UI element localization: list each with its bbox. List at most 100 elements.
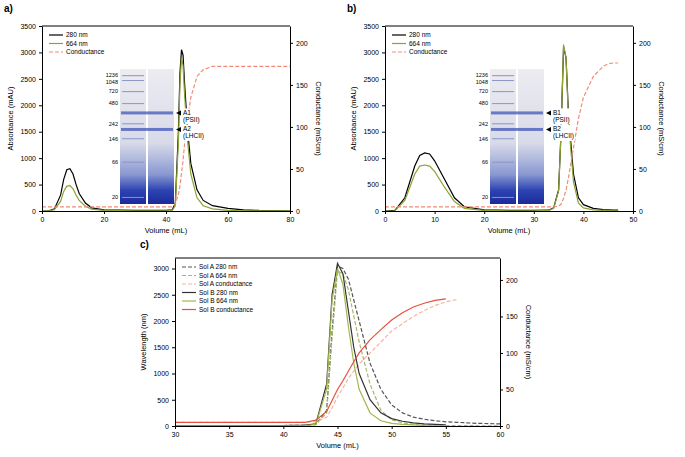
plot-lines bbox=[175, 263, 500, 425]
series-line bbox=[175, 271, 500, 426]
tick-label: 40 bbox=[580, 216, 588, 223]
gel-lane bbox=[518, 69, 544, 204]
tick-mark bbox=[229, 426, 230, 429]
tick: 500 bbox=[157, 396, 175, 403]
tick-label: 50 bbox=[388, 431, 396, 438]
tick: 50 bbox=[500, 386, 514, 393]
tick-label: 100 bbox=[639, 124, 651, 131]
gel-band bbox=[121, 128, 173, 131]
tick-mark bbox=[500, 389, 503, 390]
tick-label: 35 bbox=[226, 431, 234, 438]
tick-mark bbox=[39, 79, 42, 80]
tick-mark bbox=[484, 211, 485, 214]
tick: 1000 bbox=[363, 155, 385, 162]
legend-label: Sol B conductance bbox=[199, 306, 254, 313]
ladder-band bbox=[122, 91, 144, 92]
axis-line bbox=[386, 211, 634, 212]
plot-frame bbox=[175, 258, 500, 259]
tick-mark bbox=[172, 295, 175, 296]
tick-mark bbox=[172, 374, 175, 375]
tick-label: 2000 bbox=[363, 102, 379, 109]
legend-swatch bbox=[392, 43, 406, 44]
legend-label: Sol B 664 nm bbox=[199, 297, 238, 304]
axis-line bbox=[290, 27, 291, 212]
ladder-label: 66 bbox=[112, 159, 118, 165]
tick-mark bbox=[283, 426, 284, 429]
tick-mark bbox=[338, 426, 339, 429]
tick-label: 1500 bbox=[363, 128, 379, 135]
legend-label: 664 nm bbox=[66, 40, 88, 47]
tick-mark bbox=[633, 43, 636, 44]
tick-label: 2500 bbox=[20, 76, 36, 83]
tick: 100 bbox=[633, 124, 651, 131]
tick-mark bbox=[633, 211, 636, 212]
y-axis-title: Absorbance (mAU) bbox=[6, 86, 15, 150]
tick-mark bbox=[290, 43, 293, 44]
tick: 2000 bbox=[153, 318, 175, 325]
tick-label: 1000 bbox=[363, 155, 379, 162]
tick: 500 bbox=[24, 181, 42, 188]
tick-label: 1000 bbox=[20, 155, 36, 162]
band-arrow bbox=[176, 127, 181, 132]
ladder-label: 146 bbox=[479, 136, 488, 142]
series-line bbox=[175, 299, 446, 422]
legend-swatch bbox=[49, 43, 63, 44]
y2-axis-title: Conductance (mS/cm) bbox=[524, 305, 533, 380]
tick-mark bbox=[382, 52, 385, 53]
ladder-label: 720 bbox=[479, 88, 488, 94]
tick: 35 bbox=[226, 426, 234, 438]
tick-mark bbox=[633, 169, 636, 170]
tick-label: 3000 bbox=[363, 49, 379, 56]
tick: 40 bbox=[163, 211, 171, 223]
tick-label: 30 bbox=[172, 431, 180, 438]
legend: 280 nm664 nmConductance bbox=[49, 31, 105, 55]
ladder-label: 20 bbox=[112, 194, 118, 200]
ladder-band bbox=[122, 123, 144, 124]
tick: 200 bbox=[500, 277, 518, 284]
tick: 3000 bbox=[20, 49, 42, 56]
tick-label: 1500 bbox=[153, 344, 169, 351]
ladder-band bbox=[492, 75, 514, 76]
tick-mark bbox=[104, 211, 105, 214]
tick: 150 bbox=[633, 82, 651, 89]
band-arrow bbox=[546, 127, 551, 132]
ladder-band bbox=[122, 197, 144, 198]
y2-axis-title: Conductance (mS/cm) bbox=[314, 81, 323, 156]
tick-label: 1500 bbox=[20, 128, 36, 135]
tick-mark bbox=[500, 353, 503, 354]
tick-mark bbox=[172, 400, 175, 401]
tick-label: 80 bbox=[287, 216, 295, 223]
tick: 0 bbox=[41, 211, 45, 223]
tick-mark bbox=[392, 426, 393, 429]
tick: 20 bbox=[481, 211, 489, 223]
y-axis: 0500100015002000250030003500 bbox=[20, 23, 42, 215]
series-line bbox=[175, 300, 457, 423]
label-patch bbox=[182, 125, 205, 141]
tick-mark bbox=[633, 85, 636, 86]
y-axis: 0500100015002000250030003500 bbox=[363, 23, 385, 215]
tick-label: 50 bbox=[506, 386, 514, 393]
tick: 20 bbox=[101, 211, 109, 223]
tick-mark bbox=[382, 211, 385, 212]
ladder-label: 66 bbox=[482, 159, 488, 165]
y-axis: 050010001500200025003000 bbox=[153, 259, 175, 430]
tick-label: 500 bbox=[157, 396, 169, 403]
tick: 3000 bbox=[363, 49, 385, 56]
tick: 0 bbox=[633, 208, 643, 215]
legend: 280 nm664 nmConductance bbox=[392, 31, 448, 55]
ladder-band bbox=[492, 197, 514, 198]
tick-label: 0 bbox=[375, 208, 379, 215]
axis-line bbox=[42, 27, 43, 212]
legend-swatch bbox=[182, 300, 196, 301]
plot-frame bbox=[385, 26, 633, 27]
gel-lane bbox=[120, 69, 146, 204]
tick: 30 bbox=[530, 211, 538, 223]
tick-label: 3000 bbox=[153, 265, 169, 272]
legend-swatch bbox=[182, 292, 196, 293]
ladder-band bbox=[122, 138, 144, 139]
ladder-label: 1048 bbox=[106, 79, 118, 85]
ladder-label: 1236 bbox=[106, 72, 118, 78]
gel-lane bbox=[148, 69, 174, 204]
tick-label: 3500 bbox=[20, 23, 36, 30]
tick-mark bbox=[382, 185, 385, 186]
